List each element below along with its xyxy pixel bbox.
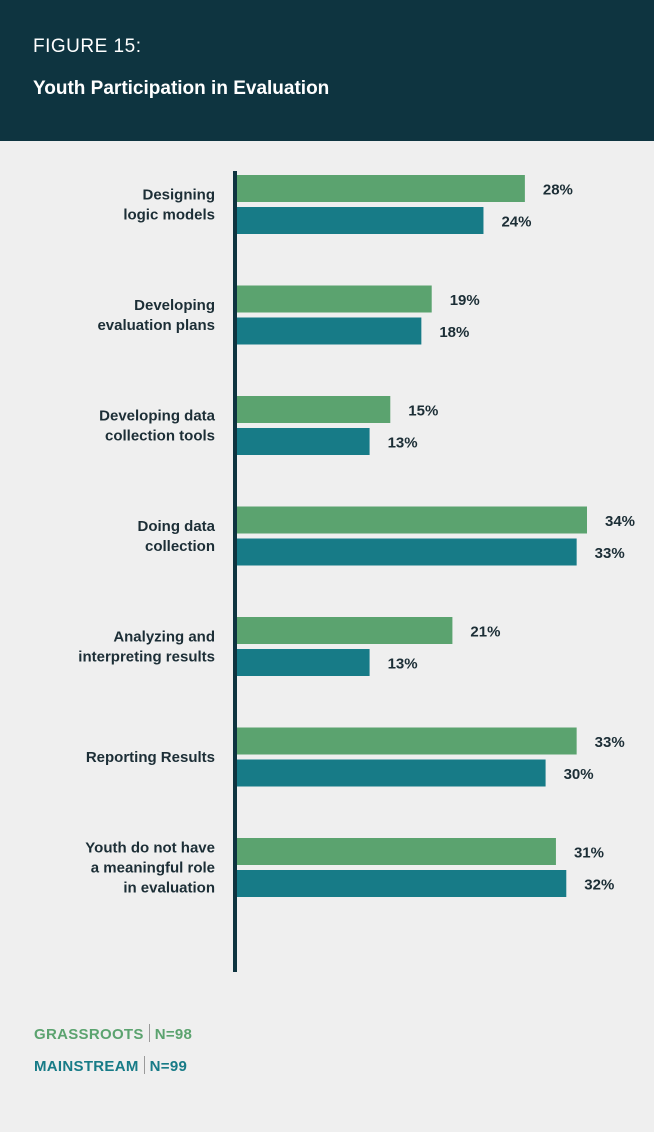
data-label: 13% — [388, 656, 418, 673]
figure-header: FIGURE 15: Youth Participation in Evalua… — [0, 0, 654, 141]
bar-chart: 28% 24% Designing logic models 19% 18% Develop… — [78, 171, 635, 972]
data-label: 34% — [605, 513, 635, 530]
legend-mainstream-n: N=99 — [149, 1058, 188, 1075]
bar-mainstream-2 — [235, 317, 422, 345]
category-label: Youth do not have — [85, 840, 215, 857]
legend-mainstream: MAINSTREAM N=99 — [34, 1056, 187, 1075]
category-label: Doing data — [138, 518, 216, 535]
bar-grassroots-2 — [235, 285, 432, 313]
category-label: Developing data — [99, 408, 216, 425]
legend-divider — [143, 1056, 145, 1074]
data-label: 32% — [584, 877, 614, 894]
bar-mainstream-5 — [235, 649, 370, 676]
category-label: in evaluation — [123, 880, 215, 897]
category-label: Designing — [142, 187, 215, 204]
bar-grassroots-1 — [235, 175, 525, 202]
category-label: Developing — [134, 297, 215, 314]
category-label: Analyzing and — [113, 629, 215, 646]
legend-mainstream-label: MAINSTREAM — [34, 1058, 139, 1075]
legend-divider — [148, 1024, 150, 1042]
figure-title: Youth Participation in Evaluation — [33, 78, 330, 99]
bar-mainstream-6 — [235, 759, 546, 787]
bar-mainstream-1 — [235, 207, 484, 234]
bar-grassroots-6 — [235, 727, 577, 755]
bar-mainstream-4 — [235, 538, 577, 566]
category-label: evaluation plans — [97, 317, 215, 334]
bar-mainstream-7 — [235, 870, 567, 897]
data-label: 33% — [595, 734, 625, 751]
legend-grassroots-label: GRASSROOTS — [34, 1026, 144, 1043]
category-label: collection tools — [105, 428, 215, 445]
data-label: 31% — [574, 845, 604, 862]
bar-grassroots-4 — [235, 506, 587, 534]
data-label: 13% — [388, 435, 418, 452]
data-label: 15% — [408, 403, 438, 420]
data-label: 21% — [470, 624, 500, 641]
category-label: a meaningful role — [91, 860, 215, 877]
data-label: 18% — [439, 324, 469, 341]
category-label: collection — [145, 538, 215, 555]
bar-mainstream-3 — [235, 428, 370, 455]
category-label: Reporting Results — [86, 749, 215, 766]
category-label: logic models — [123, 207, 215, 224]
data-label: 24% — [501, 214, 531, 231]
category-label: interpreting results — [78, 649, 215, 666]
data-label: 33% — [595, 545, 625, 562]
bar-grassroots-7 — [235, 838, 556, 865]
data-label: 28% — [543, 182, 573, 199]
data-label: 30% — [564, 766, 594, 783]
figure-number: FIGURE 15: — [33, 36, 142, 57]
bar-grassroots-3 — [235, 396, 391, 423]
legend-grassroots-n: N=98 — [154, 1026, 193, 1043]
legend-grassroots: GRASSROOTS N=98 — [34, 1024, 192, 1043]
data-label: 19% — [450, 292, 480, 309]
bar-grassroots-5 — [235, 617, 453, 644]
